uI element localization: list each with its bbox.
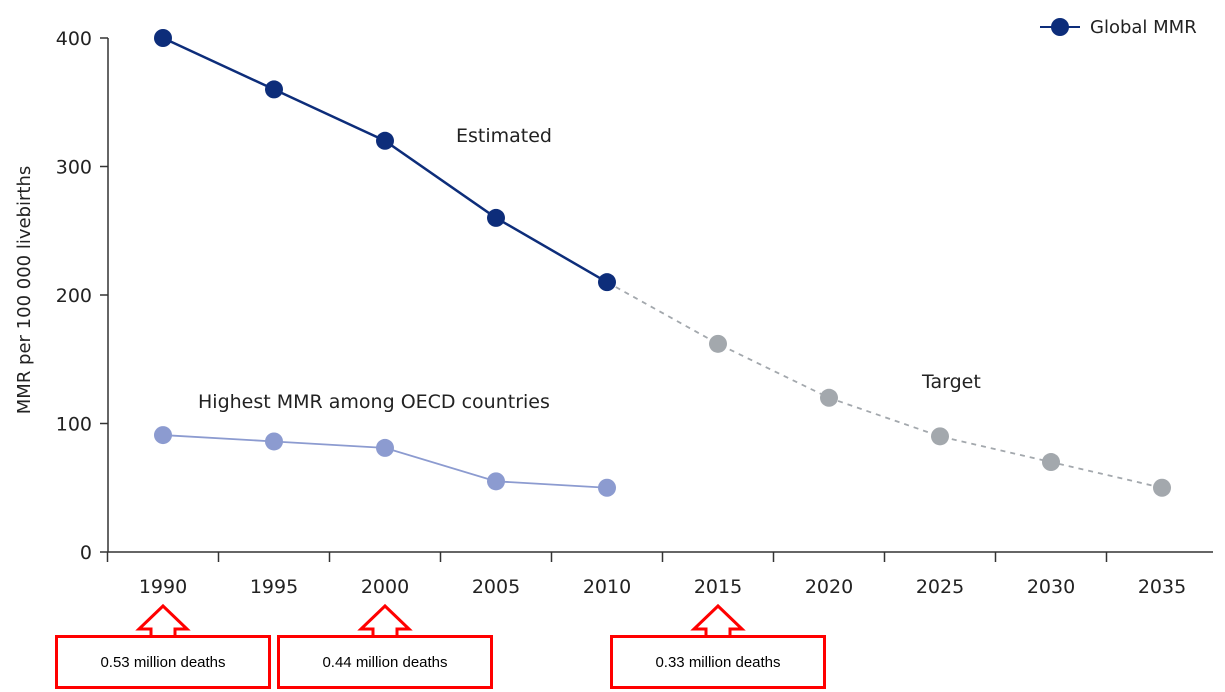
y-tick-label: 400 — [56, 28, 92, 50]
series-lines — [162, 36, 1163, 489]
data-point — [265, 80, 283, 99]
series-line-0 — [162, 36, 608, 284]
y-axis-label: MMR per 100 000 livebirths — [14, 166, 35, 414]
data-point — [820, 388, 838, 407]
data-point — [487, 208, 505, 227]
x-tick-label: 2020 — [805, 576, 853, 598]
x-tick-label: 2005 — [472, 576, 520, 598]
oecd-label: Highest MMR among OECD countries — [198, 391, 550, 413]
x-tick-label: 1995 — [250, 576, 298, 598]
estimated-label: Estimated — [456, 125, 552, 147]
x-tick-label: 2010 — [583, 576, 631, 598]
callout-arrow — [357, 603, 413, 639]
callout-box: 0.44 million deaths — [277, 635, 493, 689]
x-tick-label: 2015 — [694, 576, 742, 598]
y-tick-label: 0 — [80, 542, 92, 564]
data-point — [1042, 453, 1060, 472]
legend-label: Global MMR — [1090, 17, 1197, 38]
data-point — [487, 472, 505, 491]
data-point — [598, 273, 616, 292]
x-tick-label: 2000 — [361, 576, 409, 598]
data-point — [598, 478, 616, 497]
axes — [107, 38, 1213, 553]
x-tick-label: 2025 — [916, 576, 964, 598]
callout-text: 0.33 million deaths — [655, 653, 781, 671]
callout-text: 0.44 million deaths — [322, 653, 448, 671]
data-point — [931, 427, 949, 446]
x-tick-label: 1990 — [139, 576, 187, 598]
data-point — [376, 438, 394, 457]
data-point — [154, 29, 172, 47]
data-point — [154, 426, 172, 445]
series-points — [154, 29, 1171, 497]
y-tick-label: 200 — [56, 285, 92, 307]
x-tick-label: 2030 — [1027, 576, 1075, 598]
callout-arrows — [135, 603, 746, 639]
x-ticks: 1990 1995 2000 2005 2010 2015 2020 2025 2030 2035 — [106, 552, 1186, 598]
target-label: Target — [921, 371, 981, 393]
series-line-1 — [606, 281, 1163, 489]
callout-arrow — [135, 603, 191, 639]
x-tick-label: 2035 — [1138, 576, 1186, 598]
callout-arrow — [690, 603, 746, 639]
data-point — [709, 334, 727, 353]
data-point — [265, 432, 283, 451]
y-tick-label: 300 — [56, 157, 92, 179]
data-point — [376, 131, 394, 150]
data-point — [1153, 478, 1171, 497]
legend: Global MMR — [1040, 17, 1197, 38]
y-ticks: 0 100 200 300 400 — [56, 28, 108, 564]
callout-box: 0.33 million deaths — [610, 635, 826, 689]
callout-text: 0.53 million deaths — [100, 653, 226, 671]
callout-box: 0.53 million deaths — [55, 635, 271, 689]
legend-marker — [1051, 18, 1069, 36]
y-tick-label: 100 — [56, 414, 92, 436]
